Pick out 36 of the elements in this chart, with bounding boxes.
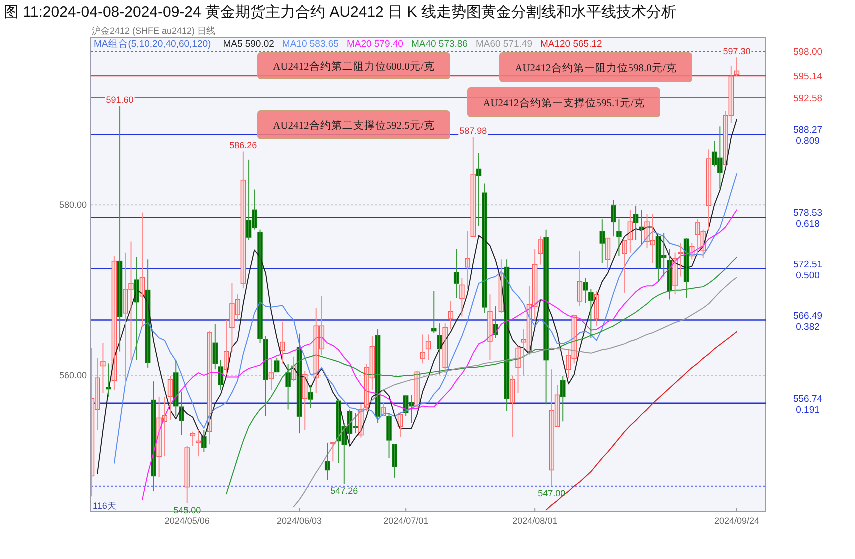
text: MA60 571.49 (476, 39, 532, 50)
annotation: AU2412合约第一阻力位598.0元/克 (515, 62, 677, 74)
chart-subtitle: 沪金2412 (SHFE au2412) 日线 (92, 26, 216, 36)
x-tick-label: 2024/07/01 (384, 516, 429, 526)
ref-line-label: 595.14 (793, 72, 823, 83)
text: MA20 579.40 (346, 39, 404, 50)
text: MA120 565.12 (540, 39, 602, 50)
annotation: 586.26 (230, 140, 258, 151)
ref-line-label: 592.58 (793, 93, 823, 104)
y-tick-label: 560.00 (59, 370, 87, 381)
ref-line-label: 556.74 0.191 (793, 394, 823, 416)
annotation: 545.00 (174, 505, 202, 516)
annotation: AU2412合约第二支撑位592.5元/克 (273, 119, 435, 132)
annotation: 591.60 (106, 95, 134, 106)
annotation: AU2412合约第一支撑位595.1元/克 (483, 96, 645, 110)
annotation: 587.98 (460, 126, 488, 136)
annotation: 547.26 (330, 486, 358, 496)
x-tick-label: 2024/06/03 (277, 516, 322, 526)
ref-line-label: 578.53 0.618 (793, 208, 823, 230)
ref-line-label: 572.51 0.500 (793, 259, 823, 282)
text: MA5 590.02 (223, 39, 274, 50)
text: MA10 583.65 (282, 39, 339, 50)
legend-title: MA组合(5,10,20,40,60,120) (94, 38, 212, 50)
x-tick-label: 2024/05/06 (164, 516, 210, 526)
ref-line-label: 598.00 (793, 47, 823, 58)
ref-line-label: 588.27 0.809 (793, 125, 823, 148)
chart-title: 图 11:2024-04-08-2024-09-24 黄金期货主力合约 AU2412 日 K 线走势图黄金分割线和水平线技术分析 (4, 4, 676, 21)
x-tick-label: 2024/08/01 (512, 516, 558, 526)
ref-line-label: 566.49 0.382 (793, 310, 823, 333)
annotation: AU2412合约第二阻力位600.0元/克 (273, 60, 435, 73)
y-tick-label: 580.00 (59, 200, 87, 210)
annotation: 547.00 (538, 488, 566, 498)
x-tick-label: 2024/09/24 (714, 516, 760, 526)
annotation: 597.30 (723, 46, 751, 57)
annotation: 116天 (93, 501, 116, 511)
text: MA40 573.86 (411, 39, 468, 50)
